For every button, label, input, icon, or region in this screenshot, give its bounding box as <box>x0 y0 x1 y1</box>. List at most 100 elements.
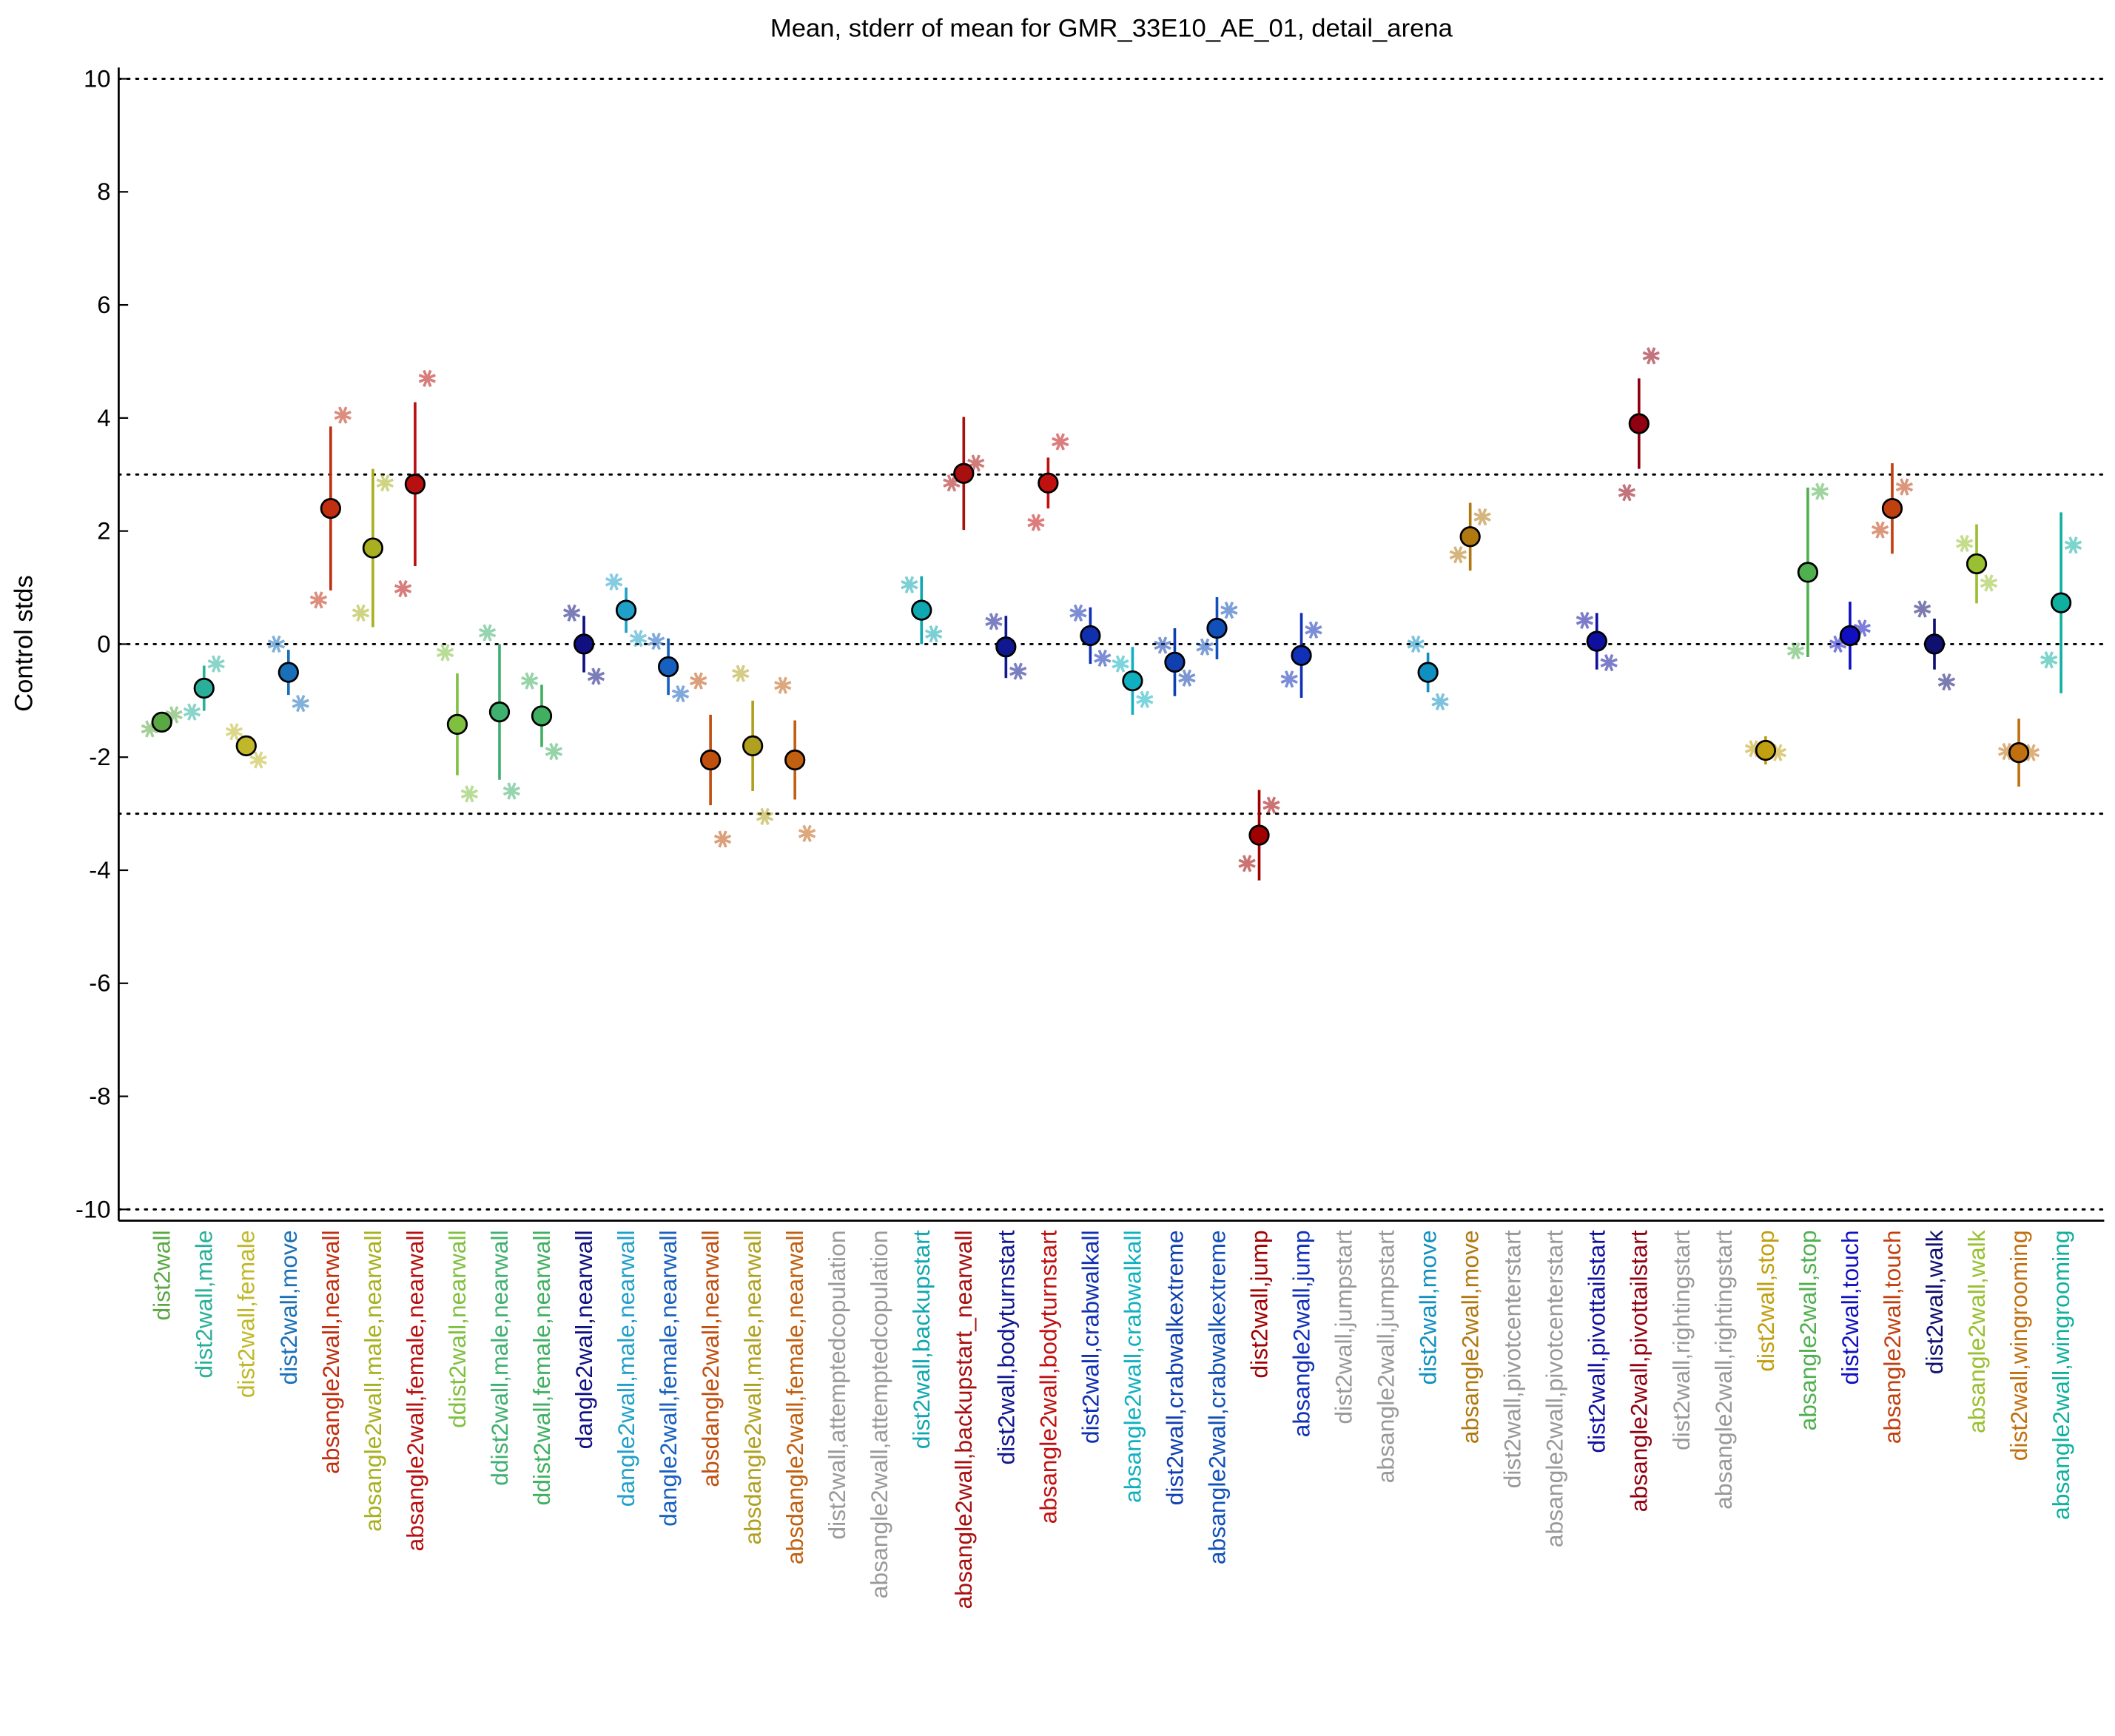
x-tick-label: dist2wall,pivottailstart <box>1584 1230 1610 1453</box>
x-tick-label: dangle2wall,nearwall <box>571 1230 597 1449</box>
x-tick-label: dangle2wall,female,nearwall <box>655 1230 682 1526</box>
star-marker <box>1853 619 1871 637</box>
star-marker <box>1786 642 1805 660</box>
star-marker <box>1196 638 1214 656</box>
star-marker <box>2022 744 2040 761</box>
star-marker <box>352 604 370 622</box>
mean-marker <box>531 705 553 727</box>
star-marker <box>394 579 412 598</box>
star-marker <box>1955 534 1974 553</box>
y-axis-label: Control stds <box>10 575 38 712</box>
star-marker <box>309 591 328 609</box>
star-marker <box>1998 742 2016 761</box>
x-tick-label: absangle2wall,attemptedcopulation <box>866 1230 892 1598</box>
mean-marker <box>362 537 384 559</box>
mean-marker <box>953 462 975 484</box>
star-marker <box>690 672 707 690</box>
y-tick-label: -10 <box>75 1195 110 1222</box>
x-tick-label: absangle2wall,stop <box>1795 1230 1821 1430</box>
y-tick-label: -4 <box>89 856 110 884</box>
star-marker <box>1280 670 1298 688</box>
star-marker <box>943 474 961 492</box>
star-marker <box>1407 635 1425 653</box>
star-marker <box>1576 611 1594 629</box>
x-tick-label: absangle2wall,backupstart_nearwall <box>950 1230 977 1609</box>
star-marker <box>207 655 225 673</box>
x-tick-label: ddist2wall,male,nearwall <box>486 1230 513 1485</box>
star-marker <box>605 573 623 591</box>
star-marker <box>460 785 478 803</box>
x-tick-label: absangle2wall,pivotcenterstart <box>1541 1230 1568 1547</box>
y-tick-label: 2 <box>97 517 110 545</box>
star-marker <box>713 830 732 848</box>
star-marker <box>545 742 563 761</box>
x-tick-label: dist2wall,touch <box>1837 1230 1863 1385</box>
y-tick-label: 6 <box>97 291 110 318</box>
mean-marker <box>1122 670 1143 692</box>
star-marker <box>141 720 158 738</box>
x-tick-label: absangle2wall,jump <box>1288 1230 1314 1437</box>
star-marker <box>1154 636 1171 654</box>
mean-marker <box>446 713 468 736</box>
star-marker <box>562 604 581 622</box>
x-tick-label: absdangle2wall,male,nearwall <box>739 1230 766 1544</box>
mean-marker <box>1248 824 1270 846</box>
x-tick-label: dist2wall,crabwalkall <box>1077 1230 1103 1444</box>
star-marker <box>1094 649 1112 667</box>
mean-marker <box>151 711 172 733</box>
mean-marker <box>615 599 637 621</box>
star-marker <box>1895 478 1914 496</box>
y-tick-label: -8 <box>89 1083 110 1110</box>
star-marker <box>2040 651 2058 669</box>
star-marker <box>1744 740 1763 758</box>
star-marker <box>1112 655 1129 673</box>
x-tick-label: absdangle2wall,nearwall <box>697 1230 724 1487</box>
star-marker <box>774 676 792 694</box>
y-tick-label: 0 <box>97 630 110 657</box>
mean-marker <box>1755 739 1777 761</box>
x-tick-label: absangle2wall,jumpstart <box>1373 1230 1399 1483</box>
star-marker <box>183 703 201 721</box>
star-marker <box>1027 514 1045 531</box>
star-marker <box>292 695 309 713</box>
star-marker <box>1618 484 1636 502</box>
x-tick-label: absangle2wall,wingrooming <box>2048 1230 2074 1520</box>
star-marker <box>1913 600 1931 618</box>
mean-marker <box>1206 617 1228 639</box>
mean-marker <box>784 749 806 771</box>
x-tick-label: dist2wall,move <box>275 1230 302 1385</box>
y-tick-label: 8 <box>97 178 110 205</box>
x-tick-label: dist2wall,female <box>233 1230 260 1398</box>
mean-marker <box>1038 472 1059 494</box>
x-tick-label: absangle2wall,female,nearwall <box>402 1230 428 1551</box>
y-tick-label: -2 <box>89 743 110 770</box>
x-tick-label: dist2wall,attemptedcopulation <box>824 1230 850 1539</box>
mean-marker <box>1291 645 1312 666</box>
x-tick-label: dist2wall,bodyturnstart <box>992 1230 1019 1464</box>
x-tick-label: absangle2wall,nearwall <box>317 1230 344 1474</box>
star-marker <box>732 665 750 682</box>
star-marker <box>502 782 521 800</box>
mean-marker <box>2050 592 2072 613</box>
x-tick-label: dist2wall,crabwalkextreme <box>1161 1230 1188 1505</box>
star-marker <box>436 644 454 662</box>
x-tick-label: ddist2wall,female,nearwall <box>528 1230 555 1505</box>
mean-marker <box>573 633 595 655</box>
star-marker <box>1980 574 1998 592</box>
mean-marker <box>911 599 932 621</box>
mean-marker <box>1459 526 1481 548</box>
star-marker <box>1811 482 1829 500</box>
x-tick-label: dist2wall,male <box>191 1230 218 1378</box>
star-marker <box>587 667 605 685</box>
mean-marker <box>1417 662 1439 683</box>
x-tick-label: absangle2wall,rightingstart <box>1710 1230 1737 1510</box>
mean-marker <box>1628 413 1650 434</box>
x-tick-label: dangle2wall,male,nearwall <box>613 1230 639 1507</box>
mean-marker <box>2008 741 2030 764</box>
star-marker <box>925 625 943 643</box>
star-marker <box>985 613 1003 630</box>
x-tick-label: dist2wall,rightingstart <box>1668 1230 1695 1450</box>
x-tick-label: absangle2wall,pivottailstart <box>1626 1230 1652 1512</box>
star-marker <box>648 632 665 650</box>
